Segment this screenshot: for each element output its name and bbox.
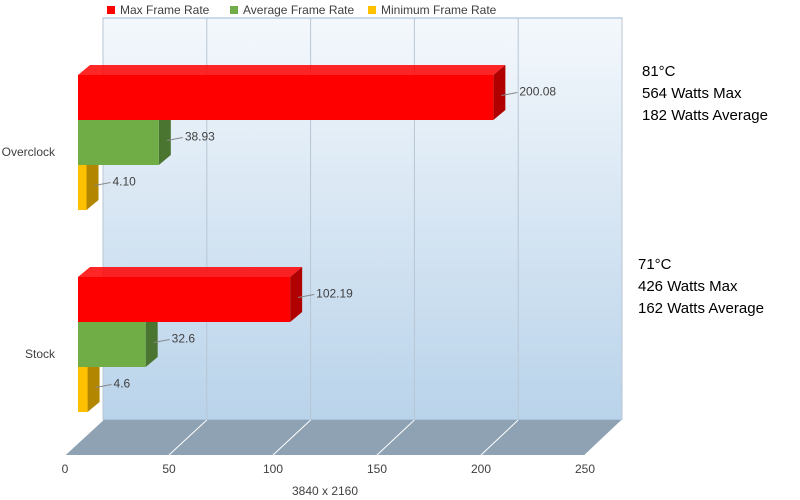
legend-swatch xyxy=(368,6,376,14)
annotation: 182 Watts Average xyxy=(642,107,768,124)
leader-line xyxy=(298,294,315,298)
floor-grid-line xyxy=(584,419,623,456)
bar xyxy=(78,322,146,367)
x-tick-label: 0 xyxy=(62,462,69,476)
data-label: 4.6 xyxy=(114,377,131,391)
floor-grid-line xyxy=(480,419,519,456)
floor xyxy=(65,420,622,455)
leader-line xyxy=(94,182,111,186)
leader-line xyxy=(501,92,518,96)
bar xyxy=(78,165,87,210)
bar xyxy=(78,367,88,412)
data-label: 102.19 xyxy=(316,287,353,301)
floor-grid-line xyxy=(376,419,415,456)
annotation: 426 Watts Max xyxy=(638,278,738,295)
floor-grid-line xyxy=(168,419,208,456)
x-tick-label: 50 xyxy=(162,462,176,476)
bar-side xyxy=(86,155,99,210)
annotation: 162 Watts Average xyxy=(638,300,764,317)
bar-top xyxy=(78,65,506,75)
floor-grid-line xyxy=(272,419,311,456)
data-label: 32.6 xyxy=(172,332,196,346)
legend-label: Minimum Frame Rate xyxy=(381,3,497,17)
bar xyxy=(78,120,159,165)
bar-side xyxy=(145,312,158,367)
floor-grid-line xyxy=(64,419,104,456)
leader-line xyxy=(153,339,170,343)
bar xyxy=(78,75,494,120)
bar-top xyxy=(78,267,303,277)
y-tick-label: Overclock xyxy=(2,145,56,159)
bar-side xyxy=(158,110,171,165)
bar-side xyxy=(290,267,303,322)
x-axis-label: 3840 x 2160 xyxy=(292,484,358,498)
bar xyxy=(78,277,291,322)
x-tick-label: 250 xyxy=(575,462,595,476)
x-tick-label: 200 xyxy=(471,462,491,476)
legend-label: Average Frame Rate xyxy=(243,3,354,17)
bar-side xyxy=(87,357,100,412)
data-label: 200.08 xyxy=(519,85,556,99)
annotation: 81°C xyxy=(642,63,676,80)
legend-swatch xyxy=(230,6,238,14)
legend-label: Max Frame Rate xyxy=(120,3,210,17)
x-tick-label: 150 xyxy=(367,462,387,476)
annotation: 71°C xyxy=(638,256,672,273)
annotation: 564 Watts Max xyxy=(642,85,742,102)
data-label: 38.93 xyxy=(185,130,215,144)
legend-swatch xyxy=(107,6,115,14)
data-label: 4.10 xyxy=(113,175,137,189)
leader-line xyxy=(95,384,112,388)
y-tick-label: Stock xyxy=(25,347,56,361)
x-tick-label: 100 xyxy=(263,462,283,476)
leader-line xyxy=(166,137,183,141)
bar-side xyxy=(493,65,506,120)
